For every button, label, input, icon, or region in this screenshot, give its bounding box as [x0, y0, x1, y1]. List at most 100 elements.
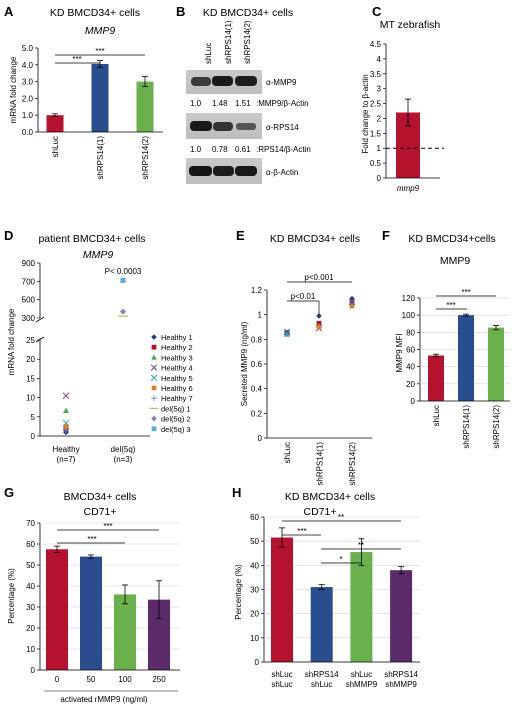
blot-rps14-quant-3: 0.61 [235, 145, 251, 154]
y-tick-label: 0 [377, 174, 382, 183]
x-tick-label: shLuc [271, 670, 292, 679]
bar [488, 327, 504, 401]
bar [271, 537, 293, 662]
panel-a-significance: *** *** [55, 47, 145, 64]
panel-letter-e: E [236, 228, 245, 243]
blot-rps14-quant-label: :RPS14/β-Actin [256, 145, 311, 154]
y-tick-label: 0.5 [370, 159, 382, 168]
y-tick-label: 10 [250, 634, 259, 643]
panel-f-bars [420, 313, 510, 402]
panel-f-significance: *** *** [436, 288, 496, 310]
y-tick-label: 10 [26, 394, 35, 403]
panel-c-x-labels: mmp9 [397, 184, 420, 193]
blot-mmp9-quant-label: :MMP9/β-Actin [256, 99, 309, 108]
panel-h-significance: ** *** ** * [282, 513, 401, 564]
blot-actin-band [189, 166, 212, 176]
panel-d-y-ticks: 0 5 10 15 20 25 300 500 700 900 [22, 259, 150, 441]
data-point [120, 277, 126, 283]
y-tick-label: 40 [406, 363, 415, 372]
panel-e-points [267, 295, 372, 439]
legend-label: del(5q) 2 [161, 415, 191, 424]
panel-f-title: KD BMCD34+cells [408, 233, 495, 245]
legend-marker [151, 426, 157, 432]
y-tick-label: 30 [250, 586, 259, 595]
x-tick-label: shRPS14(1) [96, 136, 105, 180]
legend-marker [151, 385, 157, 391]
panel-d-group-1: Healthy [52, 445, 79, 454]
y-tick-label: 700 [22, 277, 36, 286]
y-tick-label: 40 [26, 582, 35, 591]
panel-a-sig-2: *** [95, 47, 104, 56]
panel-d-pvalue: P< 0.0003 [105, 267, 142, 276]
y-tick-label: 0.4 [251, 385, 263, 394]
bar [46, 115, 64, 132]
panel-a-title: KD BMCD34+ cells [50, 7, 140, 19]
y-tick-label: 15 [26, 374, 35, 383]
panel-g: G BMCD34+ cells CD71+ Percentage (%) 0 10… [4, 485, 180, 704]
panel-g-ylabel: Percentage (%) [7, 568, 16, 624]
x-tick-label: 50 [87, 675, 96, 684]
panel-d-group-1-n: (n=7) [57, 455, 76, 464]
panel-g-xlabel: activated rMMP9 (ng/ml) [60, 695, 147, 704]
panel-a-bars [38, 60, 163, 133]
x-tick-label: shLuc [351, 670, 372, 679]
y-tick-label: 3 [377, 85, 382, 94]
blot-mmp9-quant-1: 1.0 [190, 99, 202, 108]
panel-f-ylabel: MMP9 MFI [395, 333, 404, 372]
y-tick-label: 60 [406, 346, 415, 355]
panel-letter-f: F [382, 228, 390, 243]
y-tick-label: 0.8 [251, 335, 263, 344]
data-point [283, 330, 291, 337]
blot-mmp9-label: α-MMP9 [266, 78, 297, 87]
panel-b-lane-2: shRPS14(1) [224, 20, 233, 64]
data-point [63, 426, 69, 433]
panel-h-sig-1: ** [338, 513, 344, 522]
x-tick-label: shLuc [51, 136, 60, 157]
y-tick-label: 1.2 [251, 286, 263, 295]
legend-marker [151, 344, 157, 350]
legend-marker [151, 395, 157, 401]
panel-g-title: BMCD34+ cells [64, 491, 137, 503]
panel-c: C MT zebrafish Fold change to β-actin 00… [361, 4, 444, 193]
legend-label: del(5q) 3 [161, 425, 191, 434]
y-tick-label: 5 [31, 413, 36, 422]
y-tick-label: 2.5 [370, 100, 382, 109]
legend-label: del(5q) 1 [161, 404, 191, 413]
blot-rps14-band [236, 123, 256, 130]
y-tick-label: 3.5 [370, 70, 382, 79]
panel-b-lane-1: shLuc [204, 43, 213, 64]
data-point [316, 324, 322, 330]
y-tick-label: 10 [26, 645, 35, 654]
panel-e-y-ticks: 0 0.2 0.4 0.6 0.8 1 1.2 [251, 286, 268, 443]
panel-b-title: KD BMCD34+ cells [203, 7, 293, 19]
x-tick-label: 100 [118, 675, 132, 684]
blot-rps14-band [190, 121, 212, 131]
y-tick-label: 3.0 [22, 78, 34, 87]
x-tick-label: mmp9 [397, 184, 420, 193]
panel-g-sig-2: *** [103, 522, 112, 531]
blot-rps14-quant-2: 0.78 [212, 145, 228, 154]
legend-marker [151, 334, 157, 340]
panel-h-subtitle: CD71+ [304, 506, 337, 518]
panel-c-ylabel: Fold change to β-actin [361, 74, 370, 153]
y-tick-label: 0 [31, 666, 36, 675]
blot-mmp9-band [212, 76, 233, 86]
axis-break [35, 316, 45, 343]
panel-h-title: KD BMCD34+ cells [285, 491, 375, 503]
panel-letter-d: D [4, 228, 13, 243]
x-tick-label: 250 [152, 675, 166, 684]
x-tick-label: shRPS14(2) [141, 136, 150, 180]
panel-d-ylabel: mRNA fold change [7, 308, 16, 375]
legend-label: Healthy 2 [161, 343, 193, 352]
bar [114, 594, 136, 670]
panel-b-lane-3: shRPS14(2) [243, 20, 252, 64]
legend-marker [150, 364, 158, 371]
panel-g-significance: *** *** [57, 522, 159, 544]
panel-letter-g: G [4, 485, 14, 500]
panel-h: H KD BMCD34+ cells CD71+ Percentage (%) … [232, 485, 420, 689]
y-tick-label: 100 [402, 311, 416, 320]
panel-e-title: KD BMCD34+ cells [270, 233, 360, 245]
data-point [348, 299, 356, 306]
panel-e-significance: p<0.001 p<0.01 [287, 273, 352, 314]
